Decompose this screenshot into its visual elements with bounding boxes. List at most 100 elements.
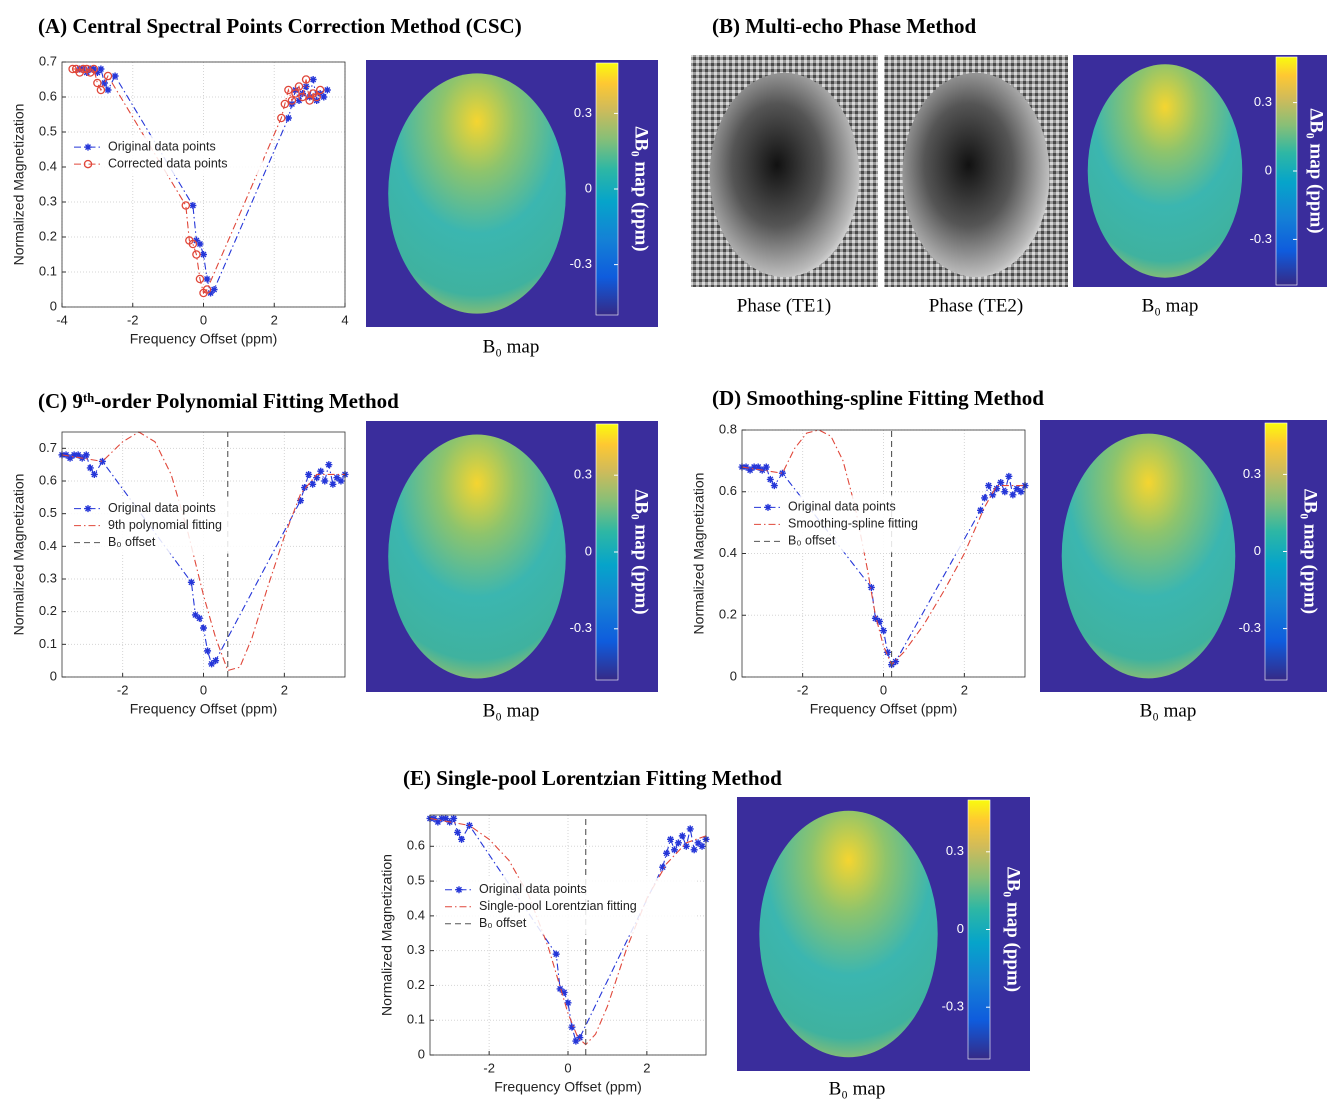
data-point	[670, 846, 678, 854]
data-point	[302, 83, 310, 90]
colorbar-tick-label: 0.3	[574, 467, 592, 482]
colorbar-label: ΔB₀ map (ppm)	[1003, 867, 1024, 992]
data-point	[207, 289, 215, 297]
y-tick-label: 0.4	[719, 545, 737, 560]
brain-map	[388, 73, 566, 314]
data-point	[78, 64, 88, 74]
data-point	[750, 463, 758, 471]
data-point	[323, 86, 331, 94]
data-point	[280, 99, 290, 109]
data-point	[320, 93, 328, 101]
y-tick-label: 0	[50, 298, 57, 313]
y-tick-label: 0.6	[719, 483, 737, 498]
data-point	[754, 463, 762, 471]
data-point	[93, 69, 101, 76]
data-point	[430, 814, 438, 822]
legend	[439, 877, 697, 935]
colorbar-tick-label: -0.3	[570, 620, 592, 635]
image-caption: B₀ map	[483, 700, 540, 721]
data-point	[678, 832, 686, 840]
data-point	[770, 482, 778, 490]
data-point	[301, 75, 311, 84]
y-tick-label: 0.8	[719, 421, 737, 436]
data-point	[210, 286, 218, 293]
data-point	[454, 828, 462, 836]
data-point	[277, 113, 286, 123]
data-point	[762, 463, 770, 471]
data-point	[333, 474, 341, 482]
data-point	[195, 614, 203, 622]
data-point	[200, 624, 207, 632]
data-point	[96, 85, 106, 95]
data-point	[1013, 485, 1021, 493]
x-axis-label: Frequency Offset (ppm)	[130, 331, 278, 347]
data-point	[989, 491, 997, 499]
data-point	[674, 839, 682, 847]
x-tick-label: -2	[483, 1060, 495, 1075]
data-point	[556, 985, 564, 993]
colorbar-label: ΔB₀ map (ppm)	[1306, 108, 1327, 233]
data-point	[195, 274, 205, 284]
data-point	[200, 251, 207, 258]
y-tick-label: 0.6	[39, 472, 57, 487]
legend-label: B₀ offset	[108, 535, 156, 549]
data-point	[309, 76, 317, 83]
panel-title: (D) Smoothing-spline Fitting Method	[712, 386, 1044, 410]
series-line	[741, 429, 1025, 666]
data-point	[985, 482, 993, 490]
data-point	[203, 275, 211, 283]
legend-label: Original data points	[479, 882, 587, 896]
x-tick-label: 0	[200, 682, 207, 697]
data-point	[1009, 491, 1017, 499]
colorbar-tick-label: -0.3	[942, 999, 964, 1014]
data-point	[90, 470, 98, 478]
brain-map	[1061, 433, 1236, 679]
y-axis-label: Normalized Magnetization	[11, 104, 27, 266]
legend-label: 9th polynomial fitting	[108, 518, 222, 532]
data-point	[97, 65, 105, 73]
data-point	[659, 863, 667, 871]
y-tick-label: 0.1	[39, 263, 57, 278]
axes-frame	[429, 814, 707, 1056]
data-point	[1005, 472, 1013, 480]
y-tick-label: 0.4	[39, 158, 57, 173]
data-point	[321, 477, 329, 485]
image-caption: B₀ map	[483, 336, 540, 357]
x-tick-label: -2	[797, 682, 809, 697]
x-tick-label: 0	[200, 312, 207, 327]
data-point	[1001, 488, 1009, 496]
series-line	[430, 817, 707, 1043]
y-tick-label: 0.2	[39, 228, 57, 243]
legend-label: Smoothing-spline fitting	[788, 517, 918, 531]
data-point	[202, 285, 212, 294]
data-point	[74, 451, 82, 459]
data-point	[871, 614, 879, 622]
image-caption: B₀ map	[1140, 700, 1197, 721]
data-point	[576, 1034, 584, 1042]
y-tick-label: 0.6	[407, 838, 425, 853]
legend-label: Single-pool Lorentzian fitting	[479, 899, 637, 913]
y-tick-label: 0.2	[39, 603, 57, 618]
data-point	[880, 627, 887, 635]
data-point	[208, 660, 216, 668]
legend-label: Original data points	[108, 139, 216, 153]
colorbar-tick-label: 0	[1265, 162, 1272, 177]
data-point	[103, 71, 113, 81]
data-point	[82, 451, 90, 459]
y-tick-label: 0	[730, 668, 737, 683]
data-point	[284, 114, 292, 122]
x-axis-label: Frequency Offset (ppm)	[130, 701, 278, 717]
legend-label: Original data points	[108, 501, 216, 515]
data-point	[560, 988, 568, 996]
data-point	[663, 849, 671, 857]
data-point	[694, 839, 702, 847]
data-point	[778, 469, 786, 477]
data-point	[294, 82, 304, 91]
colorbar-tick-label: 0.3	[946, 843, 964, 858]
x-tick-label: 2	[271, 312, 278, 327]
legend-marker	[84, 505, 92, 513]
data-point	[93, 78, 102, 88]
data-point	[1017, 488, 1025, 496]
x-axis-label: Frequency Offset (ppm)	[810, 701, 958, 717]
data-point	[434, 818, 442, 826]
